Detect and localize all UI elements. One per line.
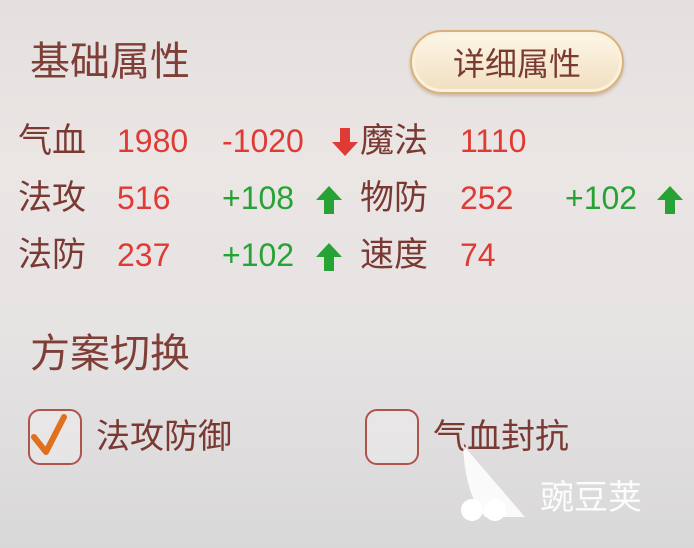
stat-delta: -1020 (222, 123, 304, 159)
scheme-switch-title: 方案切换 (30, 331, 190, 377)
watermark-text: 豌豆荚 (540, 478, 642, 518)
arrow-up-icon (316, 243, 342, 271)
stat-value: 252 (460, 180, 514, 216)
watermark-logo-icon (455, 445, 535, 529)
scheme-option-hp-seal[interactable]: 气血封抗 (365, 409, 569, 465)
stat-delta: +102 (222, 237, 295, 273)
scheme-option-label: 气血封抗 (433, 417, 569, 457)
arrow-down-icon (332, 128, 358, 156)
stat-delta: +108 (222, 180, 295, 216)
stat-label: 法攻 (18, 178, 86, 218)
stat-label: 法防 (18, 235, 86, 275)
arrow-up-icon (657, 186, 683, 214)
stat-label: 魔法 (360, 121, 428, 161)
stat-value: 1110 (460, 123, 527, 159)
checkbox-checked[interactable] (28, 409, 82, 465)
checkmark-icon (31, 414, 67, 455)
detail-attributes-button[interactable]: 详细属性 (410, 30, 624, 94)
stat-value: 1980 (117, 123, 189, 159)
scheme-option-magic-defense[interactable]: 法攻防御 (28, 409, 232, 465)
scheme-option-label: 法攻防御 (96, 417, 232, 457)
basic-attributes-title: 基础属性 (30, 39, 190, 85)
stat-label: 速度 (360, 235, 428, 275)
stat-label: 气血 (18, 121, 86, 161)
stat-value: 237 (117, 237, 171, 273)
stat-label: 物防 (360, 178, 428, 218)
arrow-up-icon (316, 186, 342, 214)
stat-value: 516 (117, 180, 171, 216)
stat-delta: +102 (565, 180, 638, 216)
stat-value: 74 (460, 237, 496, 273)
checkbox-unchecked[interactable] (365, 409, 419, 465)
